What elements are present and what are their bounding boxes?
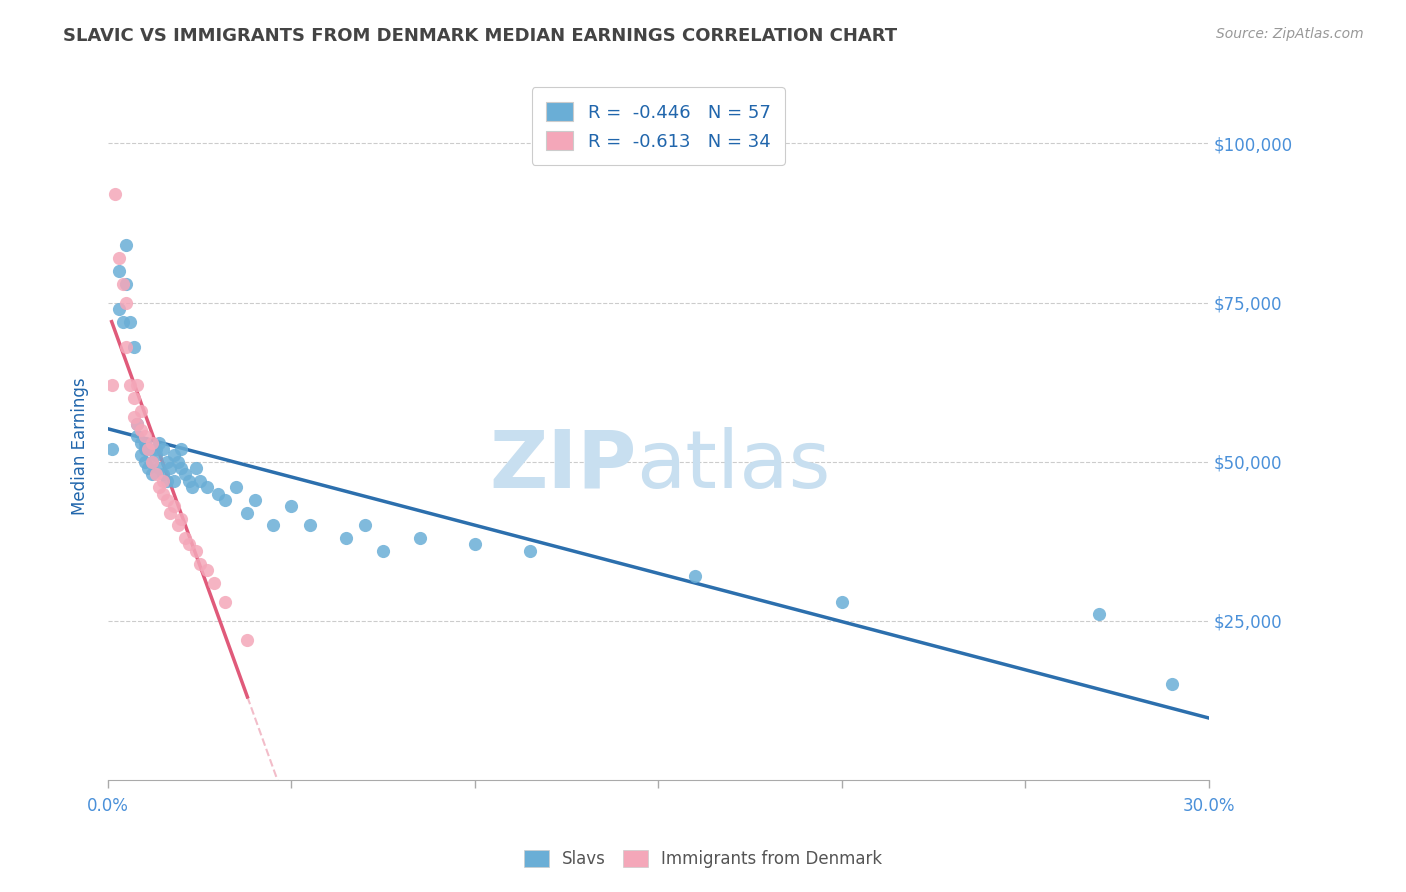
Point	[100, 378, 122, 392]
Point	[519, 543, 541, 558]
Point	[127, 378, 149, 392]
Point	[152, 467, 174, 482]
Point	[127, 417, 149, 431]
Point	[214, 492, 236, 507]
Point	[174, 467, 197, 482]
Point	[129, 404, 152, 418]
Point	[134, 455, 156, 469]
Point	[148, 461, 170, 475]
Point	[134, 435, 156, 450]
Point	[166, 455, 188, 469]
Point	[188, 474, 211, 488]
Legend: R =  -0.446   N = 57, R =  -0.613   N = 34: R = -0.446 N = 57, R = -0.613 N = 34	[531, 87, 785, 165]
Point	[145, 442, 167, 456]
Point	[236, 632, 259, 647]
Point	[156, 474, 179, 488]
Point	[214, 595, 236, 609]
Point	[163, 500, 186, 514]
Point	[163, 474, 186, 488]
Point	[148, 435, 170, 450]
Point	[118, 315, 141, 329]
Point	[122, 340, 145, 354]
Point	[152, 486, 174, 500]
Point	[159, 461, 181, 475]
Point	[127, 429, 149, 443]
Point	[174, 531, 197, 545]
Point	[409, 531, 432, 545]
Point	[122, 410, 145, 425]
Point	[108, 301, 131, 316]
Legend: Slavs, Immigrants from Denmark: Slavs, Immigrants from Denmark	[517, 843, 889, 875]
Point	[115, 238, 138, 252]
Point	[141, 455, 163, 469]
Point	[134, 429, 156, 443]
Point	[108, 264, 131, 278]
Point	[166, 518, 188, 533]
Point	[464, 537, 486, 551]
Point	[127, 417, 149, 431]
Text: ZIP: ZIP	[489, 427, 637, 505]
Point	[831, 595, 853, 609]
Point	[163, 448, 186, 462]
Point	[118, 378, 141, 392]
Point	[152, 442, 174, 456]
Text: atlas: atlas	[637, 427, 831, 505]
Point	[115, 340, 138, 354]
Point	[115, 277, 138, 291]
Point	[100, 442, 122, 456]
Point	[141, 455, 163, 469]
Point	[111, 315, 134, 329]
Point	[170, 461, 193, 475]
Point	[129, 435, 152, 450]
Point	[280, 500, 302, 514]
Point	[683, 569, 706, 583]
Point	[129, 423, 152, 437]
Point	[243, 492, 266, 507]
Point	[156, 455, 179, 469]
Point	[262, 518, 284, 533]
Point	[115, 295, 138, 310]
Point	[159, 506, 181, 520]
Point	[138, 442, 160, 456]
Point	[170, 512, 193, 526]
Point	[353, 518, 375, 533]
Text: SLAVIC VS IMMIGRANTS FROM DENMARK MEDIAN EARNINGS CORRELATION CHART: SLAVIC VS IMMIGRANTS FROM DENMARK MEDIAN…	[63, 27, 897, 45]
Point	[335, 531, 357, 545]
Point	[141, 435, 163, 450]
Point	[373, 543, 395, 558]
Point	[152, 474, 174, 488]
Point	[156, 492, 179, 507]
Point	[177, 537, 200, 551]
Point	[236, 506, 259, 520]
Point	[195, 480, 218, 494]
Point	[108, 251, 131, 265]
Point	[207, 486, 229, 500]
Y-axis label: Median Earnings: Median Earnings	[72, 377, 89, 515]
Point	[145, 448, 167, 462]
Point	[225, 480, 247, 494]
Point	[170, 442, 193, 456]
Point	[104, 187, 127, 202]
Point	[184, 543, 207, 558]
Point	[122, 391, 145, 405]
Point	[111, 277, 134, 291]
Point	[138, 461, 160, 475]
Point	[181, 480, 204, 494]
Point	[129, 448, 152, 462]
Point	[148, 480, 170, 494]
Point	[202, 575, 225, 590]
Point	[1161, 677, 1184, 691]
Point	[141, 467, 163, 482]
Point	[184, 461, 207, 475]
Point	[138, 442, 160, 456]
Point	[298, 518, 321, 533]
Point	[145, 467, 167, 482]
Point	[177, 474, 200, 488]
Point	[134, 442, 156, 456]
Point	[1087, 607, 1109, 622]
Text: Source: ZipAtlas.com: Source: ZipAtlas.com	[1216, 27, 1364, 41]
Point	[188, 557, 211, 571]
Point	[195, 563, 218, 577]
